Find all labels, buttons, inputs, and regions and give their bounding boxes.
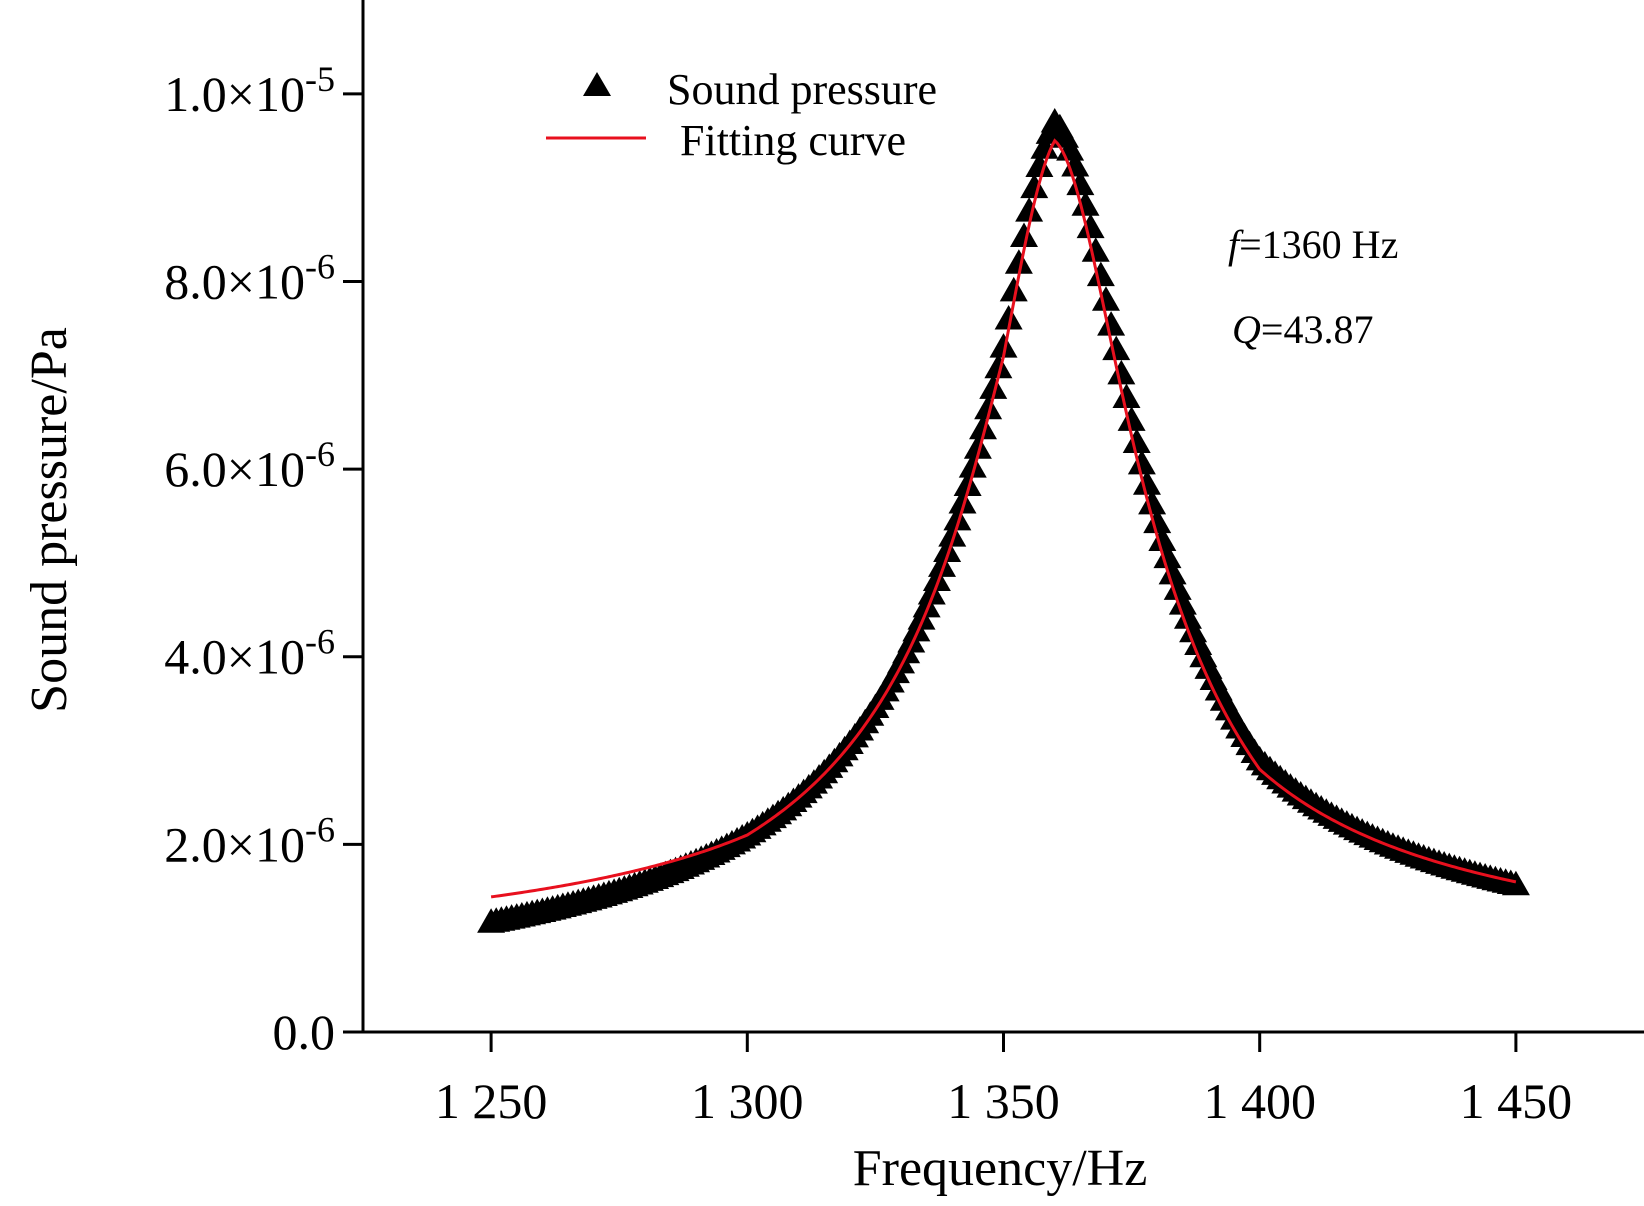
sound-pressure-marker: [1061, 152, 1090, 177]
sound-pressure-marker: [1501, 870, 1530, 896]
freq-value: =1360 Hz: [1239, 222, 1398, 267]
sound-pressure-marker: [1102, 335, 1131, 361]
fitting-curve-line: [490, 138, 1517, 899]
sound-pressure-marker: [963, 434, 992, 459]
sound-pressure-marker: [999, 276, 1028, 302]
sound-pressure-marker: [1009, 222, 1038, 247]
data-marks: [477, 107, 1530, 933]
legend-sound-pressure-label: Sound pressure: [667, 65, 937, 114]
sound-pressure-marker: [1138, 489, 1167, 515]
sound-pressure-marker: [1025, 152, 1054, 178]
legend: Sound pressure Fitting curve: [546, 65, 937, 165]
sound-pressure-marker: [979, 374, 1008, 399]
x-tick-label: 1 400: [1203, 1073, 1316, 1129]
sound-pressure-marker: [1015, 197, 1044, 222]
sound-pressure-marker: [1066, 170, 1095, 196]
sound-pressure-marker: [953, 471, 982, 496]
quality-factor-annotation: Q=43.87: [1232, 307, 1373, 352]
sound-pressure-marker: [1122, 428, 1151, 454]
y-tick-label: 6.0×10-6: [164, 434, 335, 497]
legend-fitting-curve-label: Fitting curve: [680, 116, 906, 165]
x-tick-label: 1 250: [435, 1073, 548, 1129]
x-axis-title: Frequency/Hz: [853, 1140, 1148, 1197]
y-tick-label: 1.0×10-5: [164, 59, 335, 122]
sound-pressure-marker: [1127, 449, 1156, 475]
sound-pressure-marker: [1020, 173, 1049, 199]
x-tick-label: 1 300: [691, 1073, 804, 1129]
resonance-frequency-annotation: f=1360 Hz: [1228, 222, 1398, 267]
sound-pressure-marker: [1143, 508, 1172, 534]
axis-ticks: 1 250 1 300 1 350 1 400 1 450 0.0 2.0×10-6 4.0×…: [164, 59, 1572, 1129]
sound-pressure-marker: [1086, 261, 1115, 287]
sound-pressure-marker: [984, 353, 1013, 379]
legend-sound-pressure-marker: [583, 72, 611, 96]
y-tick-label: 0.0: [273, 1004, 336, 1060]
x-tick-label: 1 350: [947, 1073, 1060, 1129]
sound-pressure-marker: [928, 552, 957, 577]
sound-pressure-marker: [1091, 286, 1120, 311]
sound-pressure-marker: [1081, 237, 1110, 262]
sound-pressure-marker: [1071, 191, 1100, 216]
sound-pressure-marker: [933, 537, 962, 563]
sound-pressure-marker: [969, 414, 998, 440]
sound-pressure-marker: [907, 605, 936, 630]
y-tick-label: 2.0×10-6: [164, 809, 335, 872]
sound-pressure-marker: [917, 579, 946, 605]
sound-pressure-marker: [989, 333, 1018, 358]
sound-pressure-marker: [994, 304, 1023, 330]
y-tick-label: 8.0×10-6: [164, 246, 335, 309]
sound-pressure-marker: [1107, 359, 1136, 385]
y-axis-title: Sound pressure/Pa: [21, 327, 78, 713]
sound-pressure-marker: [948, 489, 977, 514]
sound-pressure-marker: [958, 453, 987, 478]
q-symbol: Q: [1232, 307, 1261, 352]
x-tick-label: 1 450: [1460, 1073, 1573, 1129]
sound-pressure-marker: [1117, 406, 1146, 431]
sound-pressure-marker: [1153, 543, 1182, 569]
sound-pressure-marker: [1132, 470, 1161, 495]
sound-pressure-marker: [1030, 134, 1059, 159]
sound-pressure-marker: [1112, 383, 1141, 408]
sound-pressure-marker: [974, 394, 1003, 420]
sound-pressure-marker: [1097, 311, 1126, 336]
sound-pressure-marker: [938, 522, 967, 547]
sound-pressure-marker: [1158, 559, 1187, 585]
sound-pressure-marker: [1148, 526, 1177, 552]
sound-pressure-marker: [1076, 213, 1105, 239]
q-value: =43.87: [1261, 307, 1374, 352]
sound-pressure-marker: [912, 592, 941, 618]
sound-pressure-marker: [1004, 249, 1033, 274]
sound-pressure-marker: [922, 566, 951, 591]
y-tick-label: 4.0×10-6: [164, 622, 335, 685]
sound-pressure-marker: [943, 505, 972, 531]
